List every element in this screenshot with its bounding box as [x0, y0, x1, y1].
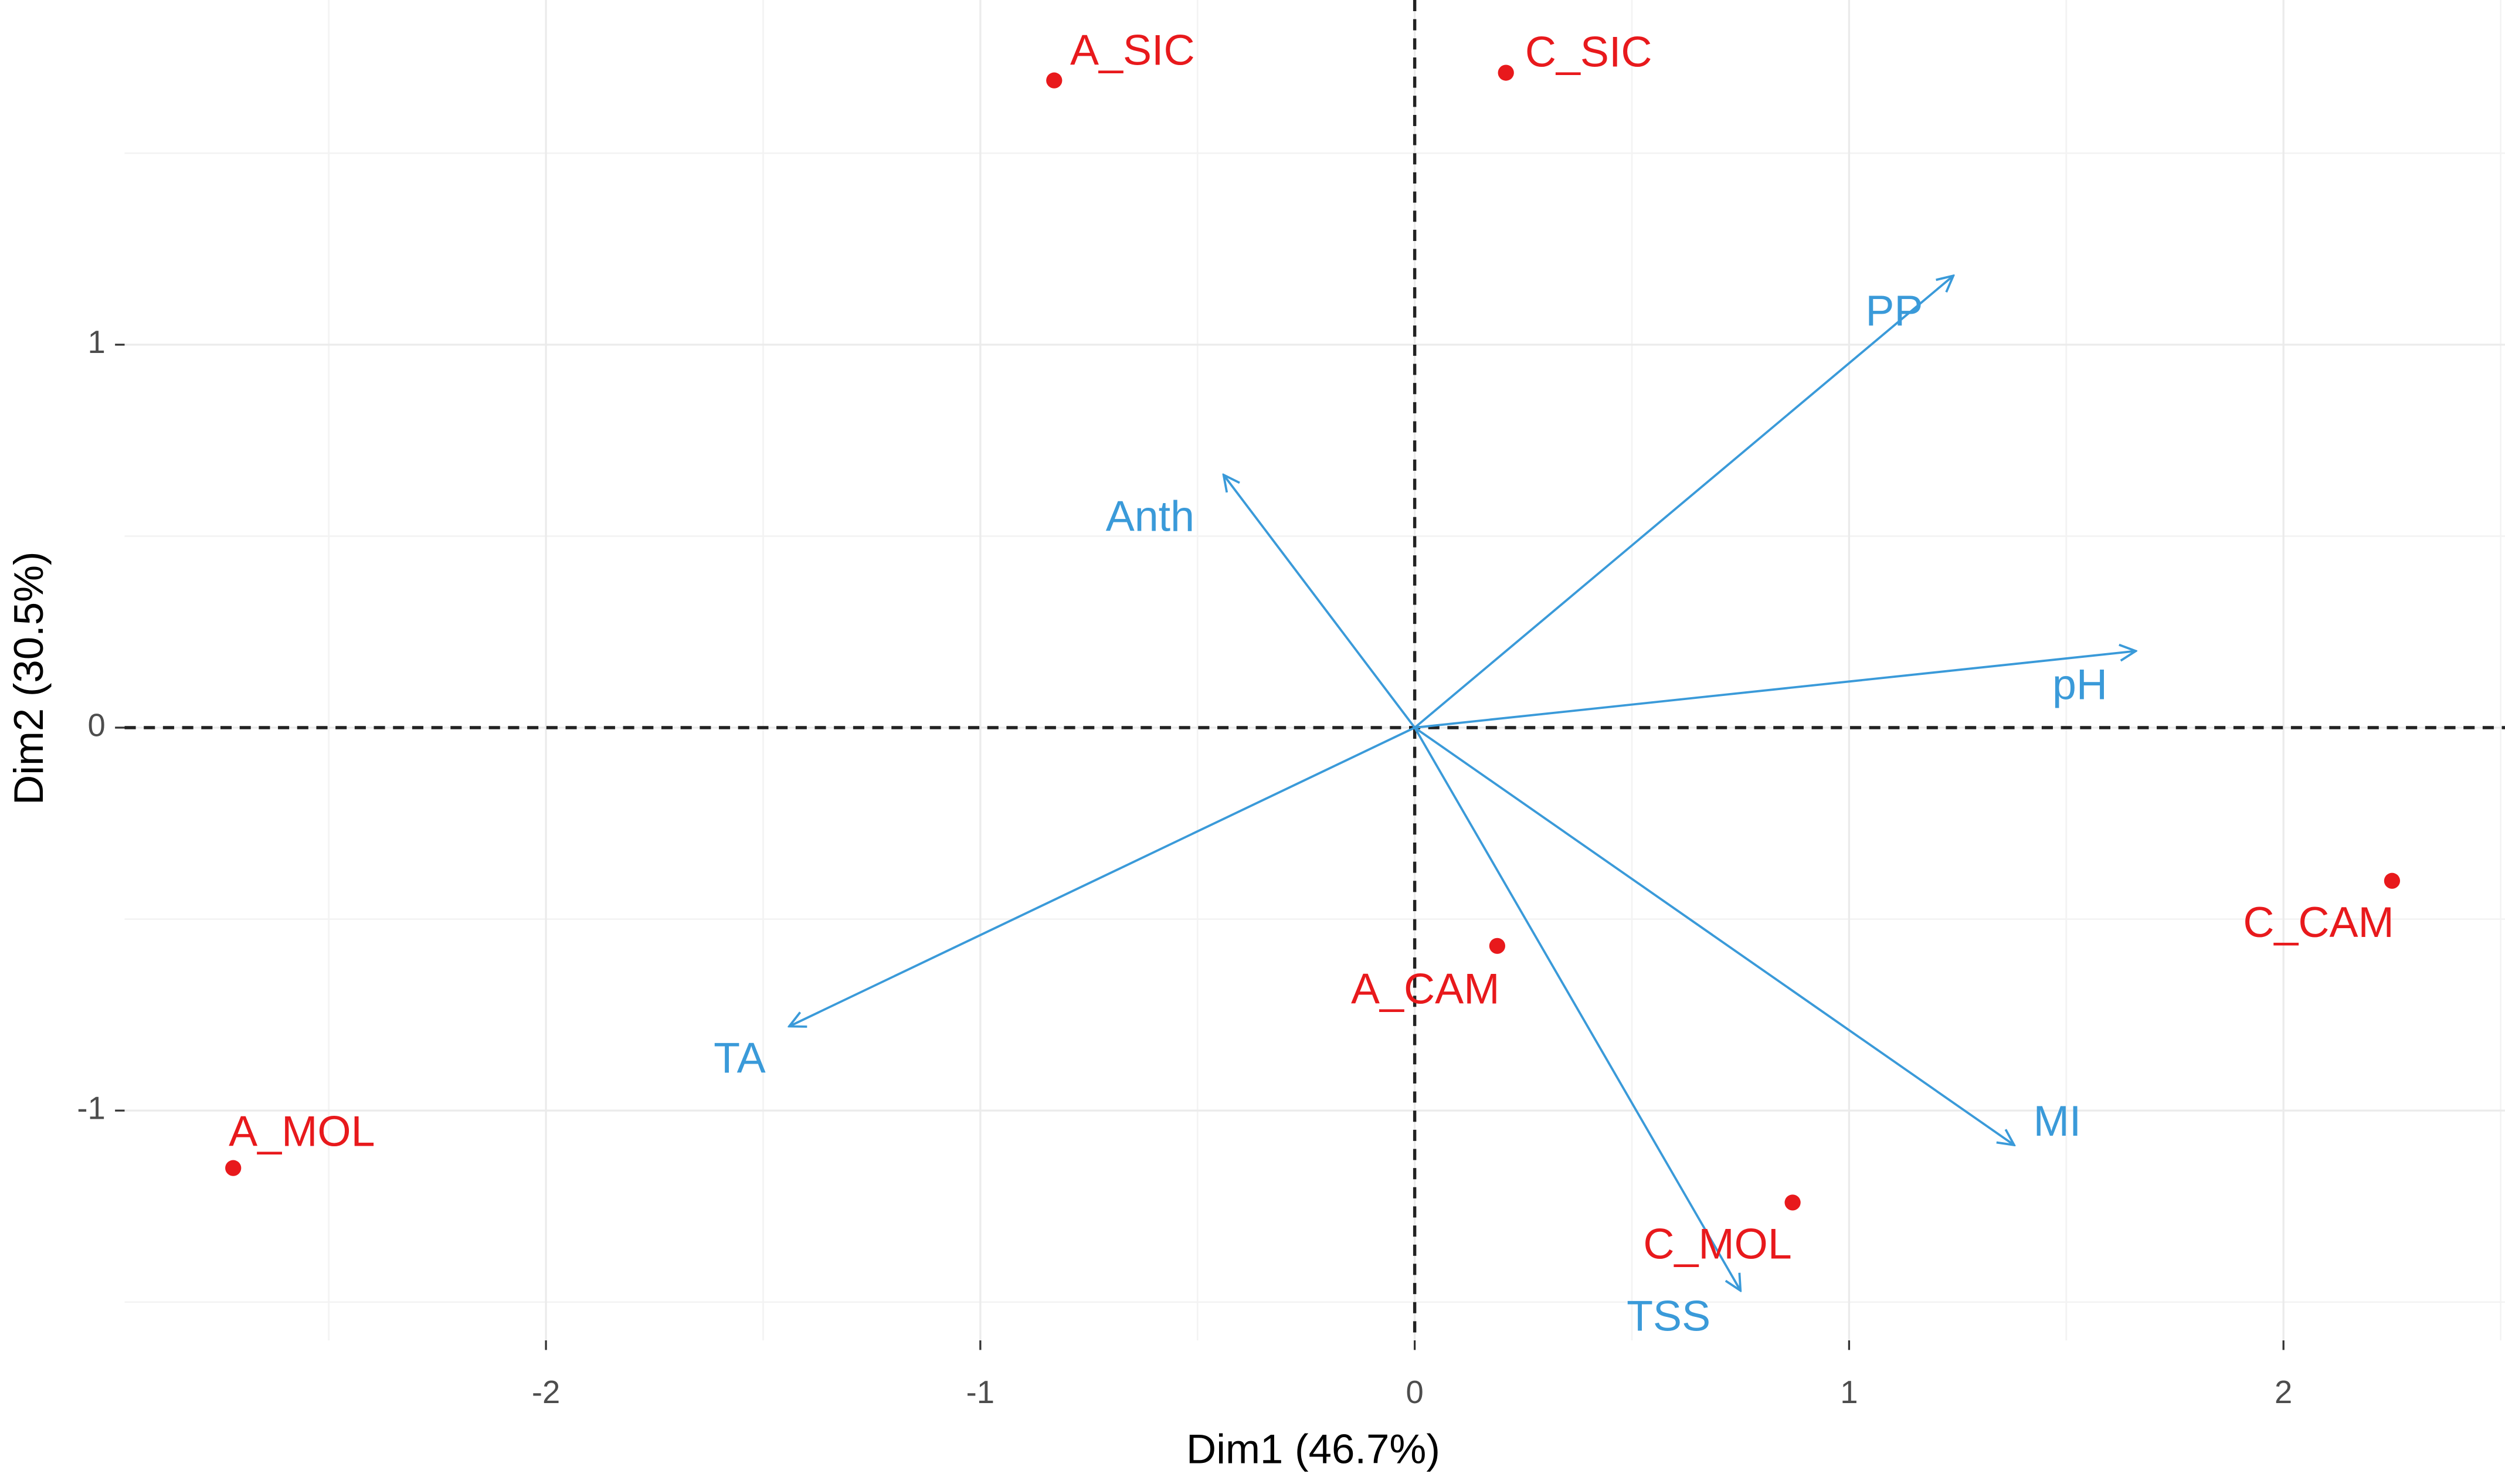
- y-tick-label: -1: [77, 1091, 105, 1126]
- vector-label: TSS: [1627, 1292, 1710, 1340]
- vector-label: pH: [2052, 660, 2107, 708]
- point-label: C_CAM: [2243, 898, 2394, 946]
- x-tick-label: -1: [966, 1374, 994, 1410]
- x-tick-label: -2: [532, 1374, 560, 1410]
- point: [2384, 872, 2401, 889]
- vector-arrow: [1414, 726, 2014, 1145]
- vector-arrow: [1413, 727, 1741, 1291]
- y-axis-title: Dim2 (30.5%): [6, 551, 52, 804]
- y-tick-label: 1: [88, 324, 106, 360]
- vector-label: TA: [714, 1034, 766, 1082]
- point-label: A_CAM: [1351, 965, 1499, 1013]
- point-label: C_MOL: [1643, 1220, 1791, 1268]
- point: [1498, 64, 1514, 81]
- point-label: A_MOL: [229, 1106, 375, 1155]
- x-tick-label: 0: [1406, 1374, 1423, 1410]
- vector-arrow: [1414, 276, 1954, 729]
- point: [225, 1160, 242, 1176]
- point-label: C_SIC: [1525, 28, 1652, 76]
- x-axis-title: Dim1 (46.7%): [1186, 1426, 1440, 1472]
- vector-label: MI: [2034, 1096, 2082, 1145]
- vector-label: Anth: [1106, 492, 1194, 541]
- x-tick-label: 1: [1840, 1374, 1858, 1410]
- vector-arrow: [1414, 651, 2136, 729]
- point: [1489, 938, 1506, 954]
- point: [1046, 72, 1063, 89]
- vector-arrow: [1224, 475, 1416, 729]
- vector-arrow: [789, 726, 1416, 1026]
- vector-label: PP: [1865, 286, 1923, 335]
- x-tick-label: 2: [2275, 1374, 2292, 1410]
- point: [1784, 1194, 1801, 1211]
- point-label: A_SIC: [1070, 25, 1195, 74]
- y-tick-label: 0: [88, 707, 106, 743]
